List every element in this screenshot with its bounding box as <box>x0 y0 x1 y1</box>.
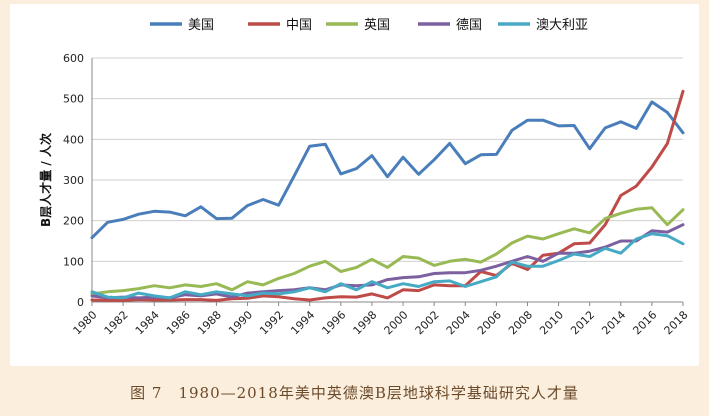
y-tick-label: 300 <box>63 174 84 187</box>
y-tick-label: 200 <box>63 215 84 228</box>
series-line-2 <box>90 206 685 296</box>
legend-label-0: 美国 <box>188 18 214 33</box>
x-tick-label: 1994 <box>288 308 317 337</box>
series-line-3 <box>90 223 685 300</box>
y-tick-label: 500 <box>63 93 84 106</box>
legend-label-3: 德国 <box>456 18 482 33</box>
series-line-4 <box>90 232 685 300</box>
x-tick-label: 1992 <box>257 308 286 337</box>
figure-caption: 图 7 1980—2018年美中英德澳B层地球科学基础研究人才量 <box>130 384 579 402</box>
x-tick-label: 2012 <box>568 308 597 337</box>
x-tick-label: 1982 <box>102 308 131 337</box>
y-tick-label: 100 <box>63 255 84 268</box>
x-tick-label: 1996 <box>319 308 348 337</box>
series-line-1 <box>90 89 685 302</box>
x-tick-label: 2008 <box>506 308 535 337</box>
x-tick-label: 1984 <box>133 308 162 337</box>
y-tick-label: 600 <box>63 52 84 65</box>
y-tick-label: 400 <box>63 133 84 146</box>
x-tick-label: 1988 <box>195 308 224 337</box>
legend-label-1: 中国 <box>286 18 312 33</box>
x-tick-label: 2002 <box>413 308 442 337</box>
x-tick-label: 2014 <box>599 308 628 337</box>
chart-panel: 0 100 200 300 400 500 600 1980 1982 1984 1986 1988 1… <box>10 4 699 366</box>
y-axis-title: B层人才量 / 人次 <box>38 133 53 227</box>
x-tick-label: 2018 <box>662 308 691 337</box>
x-tick-label: 2006 <box>475 308 504 337</box>
x-tick-label: 1990 <box>226 308 255 337</box>
legend-label-2: 英国 <box>364 18 390 33</box>
series-line-0 <box>90 100 685 240</box>
x-tick-label: 2010 <box>537 308 566 337</box>
x-tick-label: 1986 <box>164 308 193 337</box>
x-tick-label: 2016 <box>630 308 659 337</box>
x-tick-label: 1998 <box>351 308 380 337</box>
x-tick-label: 1980 <box>71 308 100 337</box>
x-tick-label: 2004 <box>444 308 473 337</box>
y-tick-label: 0 <box>77 296 84 309</box>
x-tick-label: 2000 <box>382 308 411 337</box>
legend-label-4: 澳大利亚 <box>536 17 588 33</box>
